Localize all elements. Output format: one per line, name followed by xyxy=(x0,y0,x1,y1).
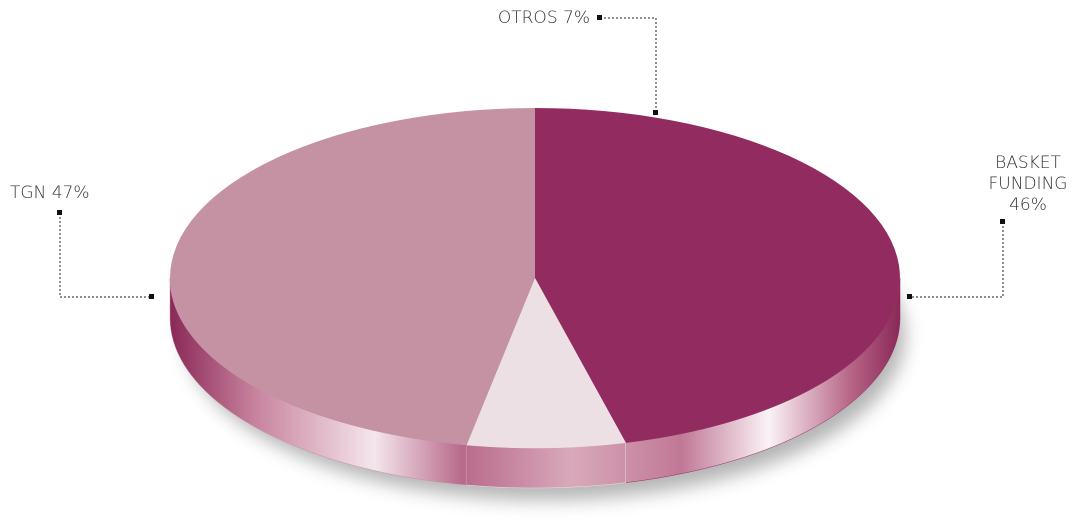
slice xyxy=(535,108,900,443)
leader-line xyxy=(600,17,657,112)
leader-dot xyxy=(57,210,62,215)
leader-line xyxy=(59,213,152,298)
slice-side xyxy=(169,277,467,486)
leader-dots xyxy=(57,15,1005,299)
leader-dot xyxy=(597,15,602,20)
leader-dot xyxy=(907,294,912,299)
slice xyxy=(466,278,626,448)
slice-label: TGN 47% xyxy=(10,183,90,203)
leader-line xyxy=(910,222,1004,298)
slice-side xyxy=(466,442,627,489)
leader-dot xyxy=(653,110,658,115)
slice-label: BASKET FUNDING 46% xyxy=(988,153,1068,215)
leader-dot xyxy=(149,294,154,299)
leader-dot xyxy=(1000,219,1005,224)
leader-lines xyxy=(59,17,1004,298)
slice xyxy=(170,108,535,445)
slice-label: OTROS 7% xyxy=(497,8,590,28)
